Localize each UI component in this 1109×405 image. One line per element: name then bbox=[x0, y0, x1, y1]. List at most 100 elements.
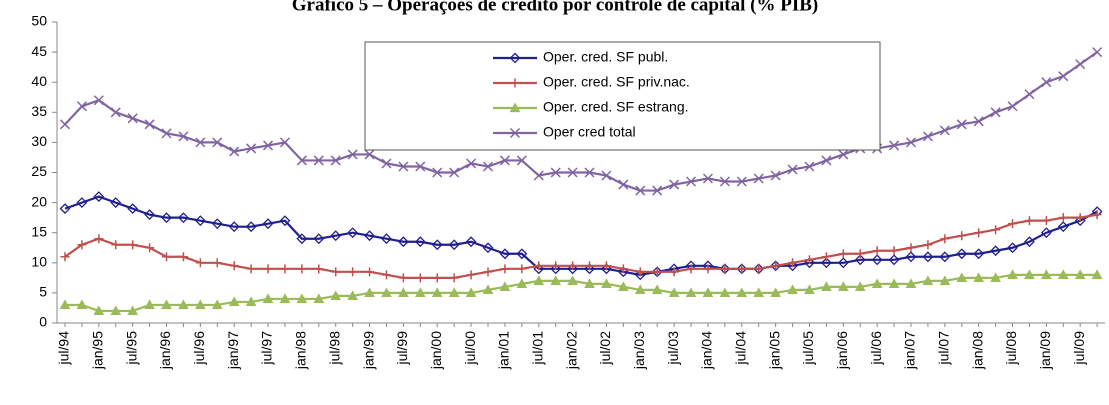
marker bbox=[348, 267, 358, 277]
marker bbox=[161, 212, 172, 224]
marker bbox=[1092, 210, 1102, 220]
marker bbox=[635, 267, 645, 277]
series-line bbox=[64, 195, 1098, 276]
marker bbox=[414, 287, 426, 297]
x-tick-label: jul/09 bbox=[1071, 331, 1087, 366]
marker bbox=[330, 290, 342, 301]
marker bbox=[567, 263, 579, 275]
marker bbox=[770, 170, 781, 181]
marker bbox=[127, 113, 138, 124]
marker bbox=[788, 258, 798, 268]
marker bbox=[331, 267, 341, 277]
marker bbox=[922, 251, 934, 263]
marker bbox=[482, 242, 494, 254]
marker bbox=[550, 263, 562, 275]
marker bbox=[466, 270, 476, 280]
marker bbox=[465, 287, 477, 297]
x-tick-label: jan/08 bbox=[969, 331, 985, 370]
marker bbox=[516, 278, 528, 288]
marker bbox=[178, 252, 188, 262]
marker bbox=[466, 158, 477, 169]
marker bbox=[296, 293, 308, 304]
marker bbox=[381, 287, 392, 297]
marker bbox=[397, 236, 409, 248]
marker bbox=[550, 275, 562, 285]
marker bbox=[245, 221, 257, 233]
marker bbox=[449, 167, 460, 178]
marker bbox=[414, 236, 426, 248]
marker bbox=[652, 267, 662, 277]
marker bbox=[1091, 269, 1103, 279]
marker bbox=[1041, 77, 1052, 88]
marker bbox=[93, 305, 105, 316]
marker bbox=[1058, 213, 1068, 223]
marker bbox=[279, 137, 290, 148]
marker bbox=[1075, 59, 1086, 70]
marker bbox=[162, 252, 172, 262]
marker bbox=[939, 251, 951, 263]
marker bbox=[296, 155, 307, 166]
y-tick-label: 50 bbox=[31, 13, 47, 29]
marker bbox=[381, 233, 392, 245]
x-tick-label: jul/96 bbox=[191, 331, 207, 366]
marker bbox=[517, 264, 527, 274]
marker bbox=[110, 197, 122, 209]
marker bbox=[601, 261, 611, 271]
marker bbox=[753, 287, 765, 297]
marker bbox=[551, 261, 561, 271]
marker bbox=[516, 155, 527, 166]
marker bbox=[1075, 213, 1085, 223]
marker bbox=[1092, 47, 1103, 58]
x-tick-label: jul/00 bbox=[462, 331, 478, 366]
marker bbox=[398, 287, 409, 297]
marker bbox=[567, 275, 578, 285]
marker bbox=[499, 281, 511, 291]
y-tick-label: 0 bbox=[39, 314, 47, 330]
x-tick-label: jan/04 bbox=[699, 331, 715, 370]
marker bbox=[246, 264, 256, 274]
marker bbox=[787, 284, 798, 294]
x-tick-label: jul/95 bbox=[123, 331, 139, 366]
marker bbox=[313, 293, 325, 304]
marker bbox=[821, 281, 832, 291]
marker bbox=[1024, 269, 1035, 279]
marker bbox=[1040, 227, 1052, 239]
x-tick-label: jan/96 bbox=[157, 331, 173, 370]
marker bbox=[229, 146, 240, 157]
marker bbox=[584, 278, 595, 288]
x-tick-label: jan/02 bbox=[563, 331, 579, 370]
marker bbox=[974, 228, 984, 238]
marker bbox=[973, 248, 985, 260]
x-tick-label: jul/03 bbox=[665, 331, 681, 366]
series-line bbox=[64, 51, 1098, 192]
legend-label: Oper cred total bbox=[543, 124, 636, 140]
marker bbox=[669, 267, 679, 277]
marker bbox=[771, 261, 781, 271]
marker bbox=[262, 293, 274, 304]
marker bbox=[838, 249, 848, 259]
marker bbox=[59, 119, 71, 130]
marker bbox=[736, 176, 747, 187]
marker bbox=[161, 128, 172, 139]
marker bbox=[1007, 101, 1018, 112]
marker bbox=[263, 140, 274, 151]
marker bbox=[195, 137, 206, 148]
marker bbox=[509, 127, 521, 139]
x-tick-label: jan/95 bbox=[90, 331, 106, 370]
marker bbox=[262, 218, 274, 230]
marker bbox=[1024, 89, 1035, 100]
marker bbox=[821, 252, 831, 262]
marker bbox=[347, 290, 358, 301]
marker bbox=[922, 131, 933, 142]
marker bbox=[448, 287, 460, 297]
y-tick-label: 15 bbox=[31, 223, 47, 239]
x-tick-label: jan/07 bbox=[902, 331, 918, 370]
marker bbox=[212, 258, 222, 268]
marker bbox=[686, 264, 696, 274]
x-tick-label: jan/01 bbox=[496, 331, 512, 370]
marker bbox=[245, 296, 257, 307]
marker bbox=[905, 251, 917, 263]
marker bbox=[111, 240, 121, 250]
marker bbox=[871, 278, 883, 288]
